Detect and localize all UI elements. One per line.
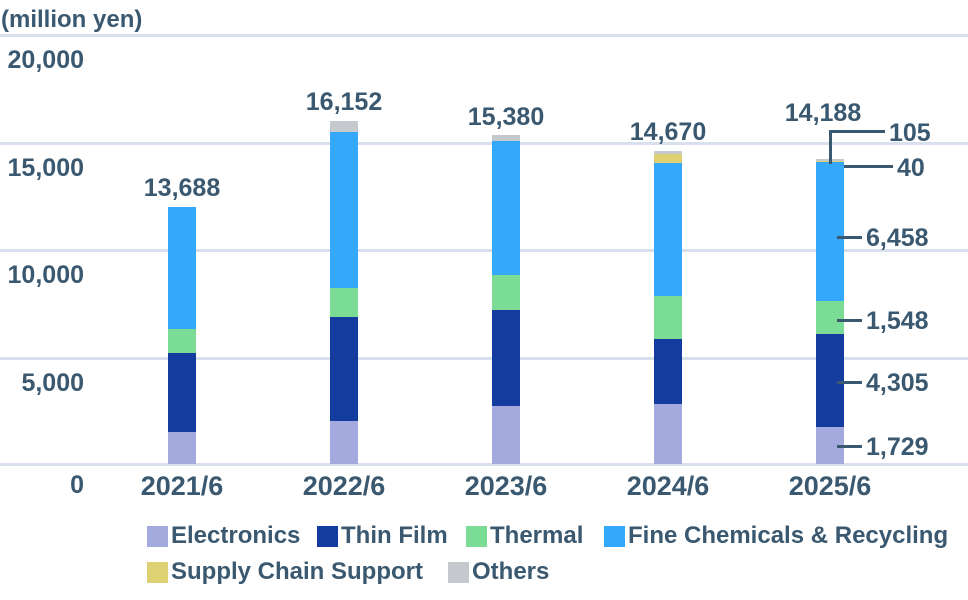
callout-thinfilm: 4,305	[866, 369, 929, 397]
y-tick-20000: 20,000	[7, 46, 84, 74]
total-label-2025: 14,188	[777, 99, 869, 127]
bar-segment-others-2022-6	[330, 121, 358, 132]
x-label-2023: 2023/6	[464, 471, 548, 501]
callout-line-others-h	[829, 130, 885, 133]
y-tick-10000: 10,000	[7, 261, 84, 289]
total-label-2023: 15,380	[467, 103, 545, 131]
bar-segment-fine-chemicals-recycling-2021-6	[168, 207, 196, 329]
legend-label: Others	[472, 558, 550, 585]
legend-label: Supply Chain Support	[171, 558, 423, 585]
legend-label: Fine Chemicals & Recycling	[628, 522, 949, 549]
bar-segment-electronics-2022-6	[330, 421, 358, 464]
callout-line-thinfilm	[837, 381, 862, 384]
bar-segment-fine-chemicals-recycling-2023-6	[492, 141, 520, 275]
bar-segment-fine-chemicals-recycling-2022-6	[330, 132, 358, 288]
callout-line-finechem	[837, 236, 862, 239]
bar-segment-others-2024-6	[654, 151, 682, 154]
x-label-2022: 2022/6	[302, 471, 386, 501]
legend-item-fine-chemicals: Fine Chemicals & Recycling	[604, 522, 949, 549]
axis-unit-label: (million yen)	[1, 6, 143, 33]
bar-segment-thin-film-2023-6	[492, 310, 520, 406]
callout-supply: 40	[897, 154, 925, 182]
callout-thermal: 1,548	[866, 307, 929, 335]
legend-item-thin-film: Thin Film	[317, 522, 448, 549]
bar-segment-thermal-2022-6	[330, 288, 358, 317]
bar-segment-electronics-2023-6	[492, 406, 520, 464]
fine-chemicals-swatch-icon	[604, 525, 625, 547]
bar-segment-thin-film-2022-6	[330, 317, 358, 421]
bar-segment-thermal-2023-6	[492, 275, 520, 310]
callout-line-thermal	[837, 319, 862, 322]
legend-label: Thin Film	[341, 522, 448, 549]
bar-segment-thermal-2024-6	[654, 296, 682, 339]
callout-electronics: 1,729	[866, 433, 929, 461]
x-label-2021: 2021/6	[140, 471, 224, 501]
gridline-20000	[0, 34, 968, 37]
bar-segment-thin-film-2025-6	[816, 334, 844, 427]
callout-finechem: 6,458	[866, 224, 929, 252]
bar-segment-electronics-2021-6	[168, 432, 196, 464]
total-label-2021: 13,688	[143, 174, 221, 202]
legend-item-electronics: Electronics	[147, 522, 301, 549]
thin-film-swatch-icon	[317, 525, 338, 547]
gridline-15000	[0, 142, 968, 145]
y-tick-5000: 5,000	[21, 369, 84, 397]
callout-line-others-v	[829, 130, 832, 164]
bar-segment-thin-film-2024-6	[654, 339, 682, 404]
callout-others: 105	[889, 119, 931, 147]
legend-item-others: Others	[448, 558, 550, 585]
callout-line-electronics	[837, 445, 862, 448]
bar-segment-thin-film-2021-6	[168, 353, 196, 432]
bar-segment-supply-chain-support-2024-6	[654, 154, 682, 163]
legend-item-thermal: Thermal	[466, 522, 584, 549]
bar-segment-electronics-2024-6	[654, 404, 682, 464]
bar-segment-thermal-2025-6	[816, 301, 844, 334]
bar-segment-fine-chemicals-recycling-2025-6	[816, 162, 844, 301]
total-label-2024: 14,670	[629, 118, 707, 146]
x-axis-line	[0, 463, 968, 466]
total-label-2022: 16,152	[305, 88, 383, 116]
y-tick-15000: 15,000	[7, 154, 84, 182]
supply-chain-swatch-icon	[147, 561, 168, 583]
legend-item-supply-chain: Supply Chain Support	[147, 558, 423, 585]
bar-segment-fine-chemicals-recycling-2024-6	[654, 163, 682, 296]
x-label-2024: 2024/6	[626, 471, 710, 501]
electronics-swatch-icon	[147, 525, 168, 547]
bar-segment-thermal-2021-6	[168, 329, 196, 353]
x-label-2025: 2025/6	[788, 471, 872, 501]
others-swatch-icon	[448, 561, 469, 583]
gridline-5000	[0, 357, 968, 360]
legend-label: Electronics	[171, 522, 301, 549]
gridline-10000	[0, 249, 968, 252]
bar-segment-others-2023-6	[492, 135, 520, 141]
legend-label: Thermal	[490, 522, 584, 549]
y-tick-0: 0	[70, 471, 84, 499]
thermal-swatch-icon	[466, 525, 487, 547]
callout-line-supply	[844, 165, 893, 168]
